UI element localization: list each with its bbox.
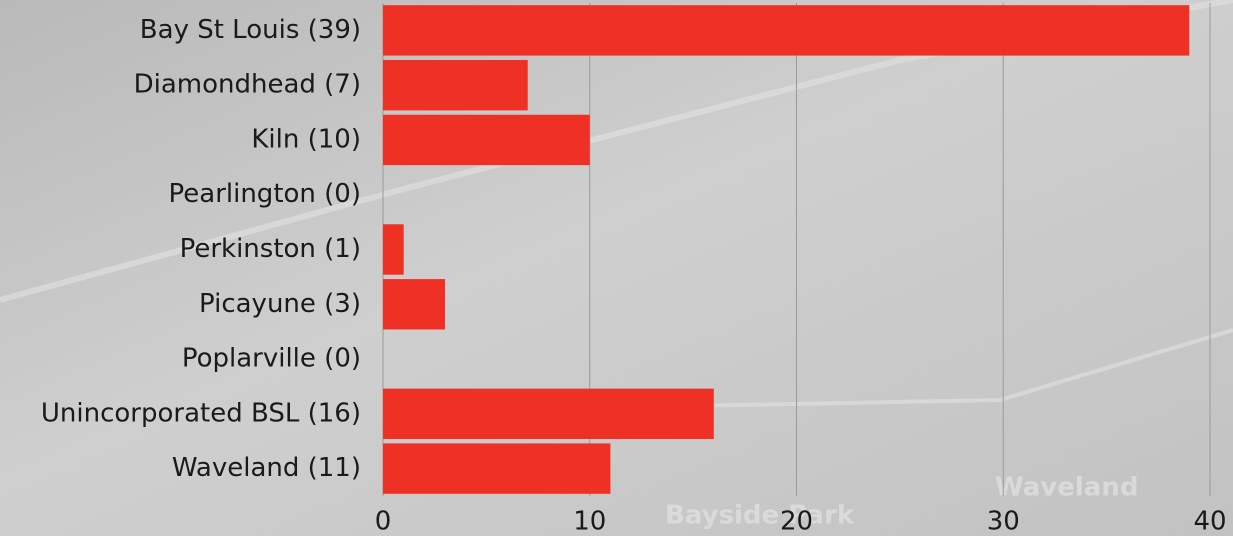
bar xyxy=(383,114,590,166)
bar xyxy=(383,5,1190,56)
bar xyxy=(383,279,446,330)
y-tick-label: Pearlington (0) xyxy=(169,179,361,209)
bar xyxy=(383,388,714,440)
y-tick-label: Perkinston (1) xyxy=(180,234,361,264)
y-tick-label: Poplarville (0) xyxy=(182,344,361,374)
bar xyxy=(383,59,528,111)
x-tick-label: 10 xyxy=(573,507,606,536)
x-tick-label: 40 xyxy=(1193,507,1226,536)
bar xyxy=(383,443,611,494)
y-tick-label: Bay St Louis (39) xyxy=(140,15,361,45)
x-tick-label: 20 xyxy=(780,507,813,536)
x-tick-label: 0 xyxy=(375,507,392,536)
map-label: Waveland xyxy=(995,473,1138,503)
y-tick-label: Picayune (3) xyxy=(199,289,361,319)
y-tick-label: Unincorporated BSL (16) xyxy=(41,398,361,428)
x-tick-label: 30 xyxy=(987,507,1020,536)
map-label: Bayside Park xyxy=(665,501,855,531)
y-tick-label: Waveland (11) xyxy=(172,453,361,483)
bar xyxy=(383,224,404,275)
y-tick-label: Kiln (10) xyxy=(251,124,361,154)
y-tick-label: Diamondhead (7) xyxy=(134,70,361,100)
